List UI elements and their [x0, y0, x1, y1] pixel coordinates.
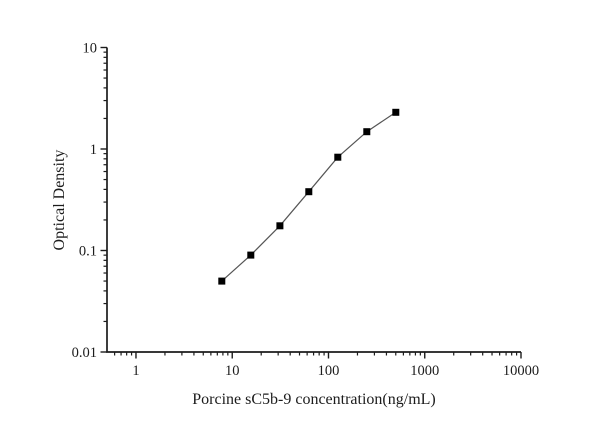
data-point-marker [392, 108, 400, 116]
y-tick-label: 0.1 [79, 244, 97, 260]
x-axis-label: Porcine sC5b-9 concentration(ng/mL) [192, 391, 436, 408]
data-point-marker [305, 188, 313, 196]
data-point-marker [247, 251, 255, 259]
y-tick-label: 10 [83, 41, 98, 57]
data-point-marker [276, 222, 284, 230]
data-series [218, 108, 400, 285]
axis-tick-labels: 1 10 100 1000 10000 0.01 0.1 1 10 [72, 41, 540, 380]
axis-spines [106, 47, 521, 353]
y-tick-label: 1 [90, 142, 97, 158]
y-tick-label: 0.01 [72, 345, 97, 361]
axis-ticks [100, 46, 522, 359]
data-point-marker [218, 277, 226, 285]
data-point-marker [363, 128, 371, 136]
axes [106, 47, 521, 353]
data-point-marker [334, 153, 342, 161]
x-tick-label: 1000 [410, 363, 439, 379]
y-axis-label: Optical Density [51, 150, 68, 251]
x-tick-label: 1 [132, 363, 139, 379]
x-tick-label: 100 [318, 363, 340, 379]
x-tick-label: 10000 [503, 363, 539, 379]
x-tick-label: 10 [225, 363, 240, 379]
